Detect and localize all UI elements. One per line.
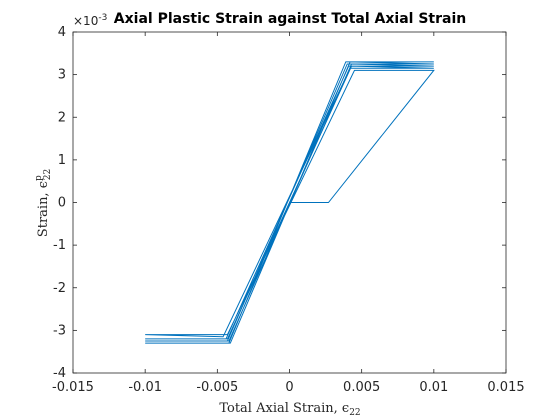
x-tick-label: 0.005 xyxy=(343,380,380,395)
y-tick-label: -1 xyxy=(53,238,66,253)
y-tick-label: 0 xyxy=(58,196,66,211)
y-tick-label: 2 xyxy=(58,110,66,125)
chart-title: Axial Plastic Strain against Total Axial… xyxy=(114,11,466,27)
series-layer xyxy=(145,61,435,344)
y-tick-label: 4 xyxy=(58,25,66,40)
x-tick-label: 0.015 xyxy=(487,380,524,395)
y-axis-label: Strain, ϵp22 xyxy=(34,169,53,237)
x-tick-label: -0.015 xyxy=(52,380,94,395)
y-tick-label: 3 xyxy=(58,68,66,83)
x-tick-label: 0 xyxy=(285,380,293,395)
ticks-layer: -0.015 -0.01 -0.005 0 0.005 0.01 0.015 -4 -3 -2 -1… xyxy=(52,25,525,395)
series-line xyxy=(145,61,435,344)
y-tick-label: -4 xyxy=(53,366,66,381)
x-tick-label: -0.005 xyxy=(196,380,238,395)
y-exponent-label: ×10-3 xyxy=(73,13,107,28)
x-tick-label: 0.01 xyxy=(419,380,448,395)
y-tick-label: -3 xyxy=(53,323,66,338)
y-tick-label: -2 xyxy=(53,281,66,296)
x-axis-label: Total Axial Strain, ϵ22 xyxy=(219,401,360,418)
x-tick-label: -0.01 xyxy=(128,380,162,395)
y-tick-label: 1 xyxy=(58,153,66,168)
